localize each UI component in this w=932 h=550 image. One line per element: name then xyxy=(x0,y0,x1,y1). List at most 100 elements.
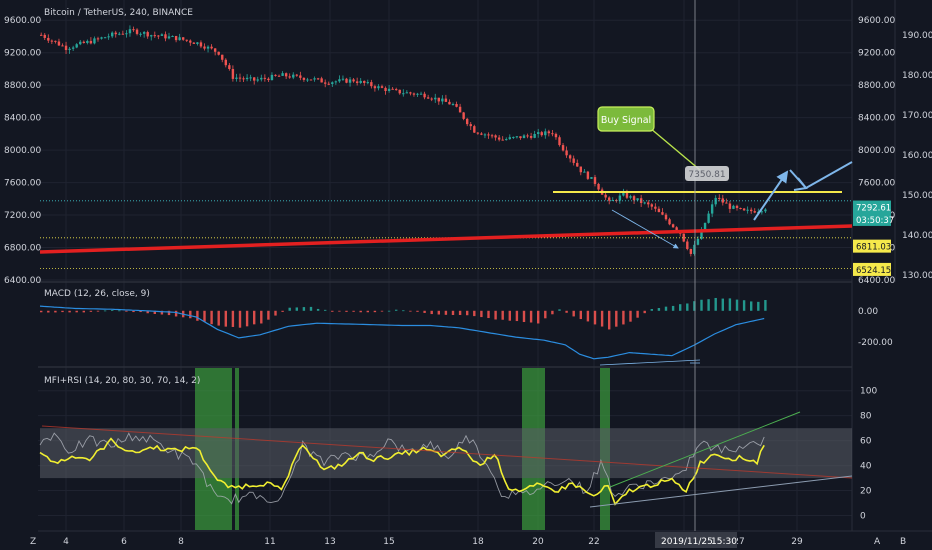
candle-body xyxy=(100,37,103,39)
macd-bar xyxy=(224,310,227,327)
time-tick: 4 xyxy=(63,537,69,547)
candle-body xyxy=(416,93,419,95)
mfi-tick: 60 xyxy=(860,437,872,447)
level-lines xyxy=(39,191,853,270)
macd-bar xyxy=(757,301,760,311)
candle-body xyxy=(657,208,661,213)
candle-body xyxy=(157,35,160,37)
macd-bar xyxy=(40,310,43,313)
candle-body xyxy=(380,86,384,88)
candle-body xyxy=(135,29,139,34)
trend-line-red xyxy=(39,224,853,254)
macd-bar xyxy=(324,309,327,311)
price-badge-text: 6524.15 xyxy=(856,266,891,276)
macd-bar xyxy=(380,310,384,312)
price-popup xyxy=(685,166,729,181)
macd-bar xyxy=(118,310,121,312)
candle-body xyxy=(721,198,724,203)
right-secondary-tick: 140.00 xyxy=(902,231,932,241)
macd-bar xyxy=(686,303,689,311)
macd-bar xyxy=(167,310,171,316)
projection-arrow-head xyxy=(793,177,808,191)
time-tick: 20 xyxy=(532,537,544,547)
candle-body xyxy=(501,139,504,141)
candle-body xyxy=(412,93,416,95)
corner-label-z[interactable]: Z xyxy=(30,537,36,547)
price-popup-text: 7350.81 xyxy=(688,170,725,180)
candle-body xyxy=(402,93,405,95)
candle-body xyxy=(334,81,338,83)
candle-body xyxy=(309,79,313,81)
candle-body xyxy=(299,75,302,78)
macd-bar xyxy=(657,308,661,311)
macd-tick: 0.00 xyxy=(858,307,878,317)
candle-body xyxy=(409,92,412,94)
macd-bar xyxy=(480,310,483,318)
candle-body xyxy=(171,36,174,38)
macd-bar xyxy=(728,298,732,311)
candle-body xyxy=(753,211,756,213)
candle-body xyxy=(132,29,135,31)
candle-body xyxy=(480,133,483,135)
rsi-line xyxy=(39,432,765,505)
candle-body xyxy=(206,46,210,49)
candle-body xyxy=(121,33,125,35)
macd-bar xyxy=(593,310,597,325)
macd-bar xyxy=(132,310,135,313)
macd-bar xyxy=(281,310,284,312)
macd-bar xyxy=(331,310,334,312)
price-badge-text: 6811.03 xyxy=(856,243,891,253)
candle-body xyxy=(728,203,732,209)
left-price-tick: 7600.00 xyxy=(4,179,41,189)
macd-bar xyxy=(565,310,568,313)
left-price-tick: 7200.00 xyxy=(4,211,41,221)
macd-bar xyxy=(260,310,263,324)
corner-label-b[interactable]: B xyxy=(900,537,906,547)
candle-body xyxy=(50,40,54,42)
candle-body xyxy=(306,79,309,81)
candle-body xyxy=(125,33,128,35)
candle-body xyxy=(423,93,426,98)
candle-body xyxy=(86,40,89,43)
candle-body xyxy=(426,97,430,99)
macd-bar xyxy=(622,310,625,325)
candle-body xyxy=(355,81,359,83)
candle-body xyxy=(586,171,590,179)
candle-body xyxy=(764,209,767,212)
corner-label-a[interactable]: A xyxy=(874,537,881,547)
candle-body xyxy=(437,97,440,102)
candle-body xyxy=(661,212,664,215)
right-secondary-tick: 150.00 xyxy=(902,191,932,201)
right-secondary-tick: 170.00 xyxy=(902,111,932,121)
candle-body xyxy=(448,101,451,105)
candle-body xyxy=(597,183,600,190)
candle-body xyxy=(260,77,263,80)
macd-bar xyxy=(302,307,306,311)
candle-body xyxy=(540,132,543,136)
macd-bar xyxy=(111,310,114,311)
macd-divergence-line xyxy=(599,359,701,366)
candle-body xyxy=(359,80,362,83)
macd-bar xyxy=(47,310,50,313)
mfi-line xyxy=(39,437,765,506)
candle-body xyxy=(579,166,582,173)
candle-body xyxy=(668,219,671,225)
candle-body xyxy=(700,229,703,239)
candle-body xyxy=(487,134,490,136)
price-badge xyxy=(853,200,891,214)
time-tick: 8 xyxy=(178,537,184,547)
candle-body xyxy=(441,98,444,102)
candle-body xyxy=(444,98,448,102)
macd-bar xyxy=(572,310,575,317)
candle-body xyxy=(320,78,323,83)
candle-body xyxy=(263,77,267,79)
candle-body xyxy=(675,227,678,232)
mfi-trendline-gray xyxy=(589,475,853,508)
left-price-tick: 6800.00 xyxy=(4,244,41,254)
macd-bar xyxy=(721,298,724,311)
macd-bar xyxy=(473,310,476,317)
candle-body xyxy=(153,35,156,37)
macd-bar xyxy=(189,310,192,319)
